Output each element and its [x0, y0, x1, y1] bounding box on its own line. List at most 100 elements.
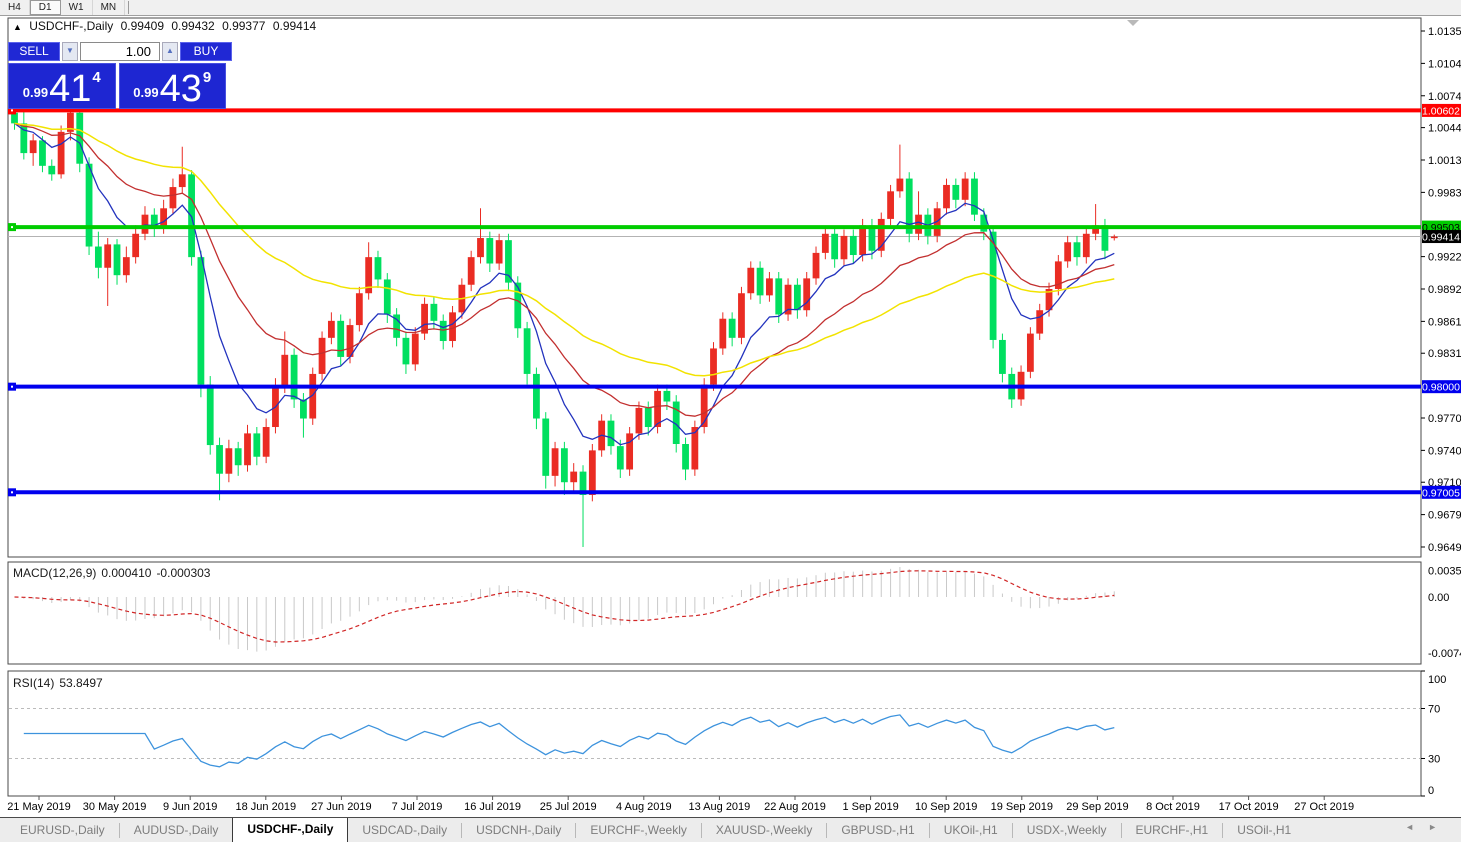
chart-shift-marker-icon[interactable] [1127, 20, 1139, 26]
svg-text:10 Sep 2019: 10 Sep 2019 [915, 801, 977, 813]
macd-label: MACD(12,26,9) 0.000410 -0.000303 [13, 566, 211, 580]
buy-price-prefix: 0.99 [133, 85, 159, 100]
ohlc-close: 0.99414 [272, 19, 317, 33]
tab-separator [1222, 823, 1224, 838]
sell-price-big: 41 [49, 68, 92, 110]
svg-text:0.003574: 0.003574 [1428, 565, 1461, 577]
toolbar-separator [128, 1, 130, 14]
tab-usdchf-daily[interactable]: USDCHF-,Daily [232, 818, 349, 842]
tab-gbpusd-h1[interactable]: GBPUSD-,H1 [841, 823, 915, 837]
tab-scroll-left-icon[interactable]: ◄ [1405, 822, 1429, 832]
svg-text:29 Sep 2019: 29 Sep 2019 [1066, 801, 1128, 813]
svg-text:0.98000: 0.98000 [1422, 382, 1460, 394]
svg-text:13 Aug 2019: 13 Aug 2019 [689, 801, 751, 813]
svg-text:-0.00749: -0.00749 [1428, 648, 1461, 660]
sell-button[interactable]: SELL [8, 42, 60, 61]
svg-text:1.00440: 1.00440 [1428, 123, 1461, 135]
svg-text:1.01350: 1.01350 [1428, 26, 1461, 38]
tab-separator [575, 823, 577, 838]
volume-decrease-button[interactable]: ▼ [62, 42, 78, 61]
sell-price-prefix: 0.99 [22, 85, 49, 100]
tab-ukoil-h1[interactable]: UKOil-,H1 [943, 823, 998, 837]
svg-text:25 Jul 2019: 25 Jul 2019 [540, 801, 597, 813]
horizontal-level-lines[interactable] [8, 106, 1421, 497]
tab-usdcnh-daily[interactable]: USDCNH-,Daily [476, 823, 562, 837]
moving-average-lines [14, 122, 1115, 446]
svg-text:0.97705: 0.97705 [1428, 413, 1461, 425]
symbol-tab-bar: EURUSD-,Daily AUDUSD-,Daily USDCHF-,Daily U… [0, 817, 1461, 842]
buy-price-pip: 9 [202, 69, 212, 86]
svg-text:16 Jul 2019: 16 Jul 2019 [464, 801, 521, 813]
tab-separator [826, 823, 828, 838]
pane-borders [7, 17, 1422, 797]
svg-text:1.00135: 1.00135 [1428, 155, 1461, 167]
volume-increase-button[interactable]: ▲ [162, 42, 178, 61]
sell-price-box[interactable]: 0.99 41 4 [8, 63, 116, 109]
tab-eurusd-daily[interactable]: EURUSD-,Daily [20, 823, 105, 837]
ohlc-open: 0.99409 [120, 19, 164, 33]
svg-text:0.00: 0.00 [1428, 592, 1449, 604]
tab-usdx-weekly[interactable]: USDX-,Weekly [1026, 823, 1107, 837]
svg-text:0.98615: 0.98615 [1428, 316, 1461, 328]
tab-separator [1120, 823, 1122, 838]
svg-text:8 Oct 2019: 8 Oct 2019 [1146, 801, 1200, 813]
symbol-marker-icon: ▲ [13, 22, 22, 32]
svg-text:18 Jun 2019: 18 Jun 2019 [236, 801, 297, 813]
svg-text:22 Aug 2019: 22 Aug 2019 [764, 801, 826, 813]
tab-eurchf-weekly[interactable]: EURCHF-,Weekly [590, 823, 687, 837]
svg-text:70: 70 [1428, 704, 1440, 716]
svg-text:0: 0 [1428, 785, 1434, 797]
tab-separator [1011, 823, 1013, 838]
tab-separator [928, 823, 930, 838]
timeframe-toolbar: H4 D1 W1 MN [0, 0, 1461, 16]
rsi-label: RSI(14) 53.8497 [13, 676, 103, 690]
tab-separator [461, 823, 463, 838]
tab-separator [118, 823, 120, 838]
svg-text:100: 100 [1428, 674, 1446, 686]
tab-usoil-h1[interactable]: USOil-,H1 [1237, 823, 1292, 837]
tab-usdcad-daily[interactable]: USDCAD-,Daily [362, 823, 448, 837]
chart-title: ▲ USDCHF-,Daily 0.99409 0.99432 0.99377 … [13, 19, 320, 33]
timeframe-button-h4[interactable]: H4 [0, 0, 30, 15]
svg-text:0.99414: 0.99414 [1422, 232, 1460, 244]
tab-scroll-arrows[interactable]: ◄► [1405, 822, 1451, 832]
ohlc-low: 0.99377 [222, 19, 266, 33]
one-click-trading-panel: SELL ▼ ▲ BUY 0.99 41 4 0.99 43 9 [8, 42, 232, 110]
svg-text:30 May 2019: 30 May 2019 [83, 801, 147, 813]
buy-button[interactable]: BUY [180, 42, 232, 61]
svg-text:7 Jul 2019: 7 Jul 2019 [392, 801, 443, 813]
price-axis: 1.01350 1.01045 1.00740 1.00440 1.00135 0.998… [1421, 26, 1461, 797]
timeframe-button-d1[interactable]: D1 [29, 0, 61, 15]
tab-scroll-right-icon[interactable]: ► [1428, 822, 1451, 832]
macd-indicator [14, 566, 1115, 652]
svg-text:30: 30 [1428, 754, 1440, 766]
buy-price-big: 43 [159, 68, 202, 110]
date-axis: 21 May 2019 30 May 2019 9 Jun 2019 18 Jun 2… [7, 796, 1354, 813]
tab-audusd-daily[interactable]: AUDUSD-,Daily [133, 823, 219, 837]
tab-eurchf-h1[interactable]: EURCHF-,H1 [1135, 823, 1209, 837]
svg-text:1.00602: 1.00602 [1422, 105, 1460, 117]
svg-text:21 May 2019: 21 May 2019 [7, 801, 71, 813]
svg-text:0.99225: 0.99225 [1428, 252, 1461, 264]
timeframe-button-mn[interactable]: MN [93, 0, 126, 15]
svg-text:0.96795: 0.96795 [1428, 510, 1461, 522]
svg-text:1 Sep 2019: 1 Sep 2019 [842, 801, 898, 813]
svg-text:19 Sep 2019: 19 Sep 2019 [991, 801, 1053, 813]
tab-xauusd-weekly[interactable]: XAUUSD-,Weekly [715, 823, 813, 837]
timeframe-button-w1[interactable]: W1 [61, 0, 93, 15]
svg-text:17 Oct 2019: 17 Oct 2019 [1219, 801, 1279, 813]
volume-input[interactable] [80, 42, 160, 61]
sell-price-pip: 4 [92, 69, 101, 86]
svg-text:27 Jun 2019: 27 Jun 2019 [311, 801, 372, 813]
buy-price-box[interactable]: 0.99 43 9 [118, 63, 226, 110]
rsi-indicator [9, 708, 1420, 768]
svg-text:1.00740: 1.00740 [1428, 91, 1461, 103]
svg-text:1.01045: 1.01045 [1428, 58, 1461, 70]
